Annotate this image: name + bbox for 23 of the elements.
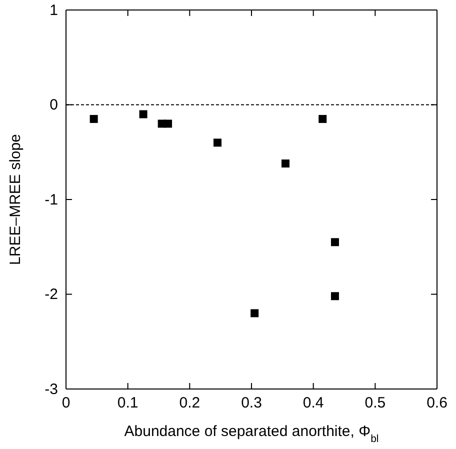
x-tick-label: 0 [62, 394, 70, 412]
point [90, 114, 98, 123]
point [330, 292, 339, 300]
x-tick-label: 0.6 [426, 394, 448, 412]
point [164, 120, 172, 128]
point [330, 238, 339, 246]
x-tick-label: 0.3 [241, 394, 262, 412]
y-tick-label: 1 [50, 2, 58, 19]
point [139, 110, 148, 118]
y-tick-label: 0 [50, 96, 58, 114]
point [282, 159, 290, 168]
x-tick-label: 0.1 [117, 394, 138, 412]
x-tick-label: 0.5 [364, 394, 386, 412]
point [213, 138, 222, 147]
x-tick-label: 0.4 [302, 394, 324, 412]
y-tick-label: -1 [44, 191, 58, 208]
y-axis-title: LREE–MREE slope [7, 134, 24, 265]
y-tick-label: -2 [44, 286, 58, 304]
point [250, 309, 259, 318]
x-tick-label: 0.2 [179, 394, 200, 412]
x-axis-title: Abundance of separated anorthite, Φ$_{bl}$ [124, 423, 379, 445]
point [318, 114, 327, 123]
y-tick-label: -3 [44, 380, 58, 398]
